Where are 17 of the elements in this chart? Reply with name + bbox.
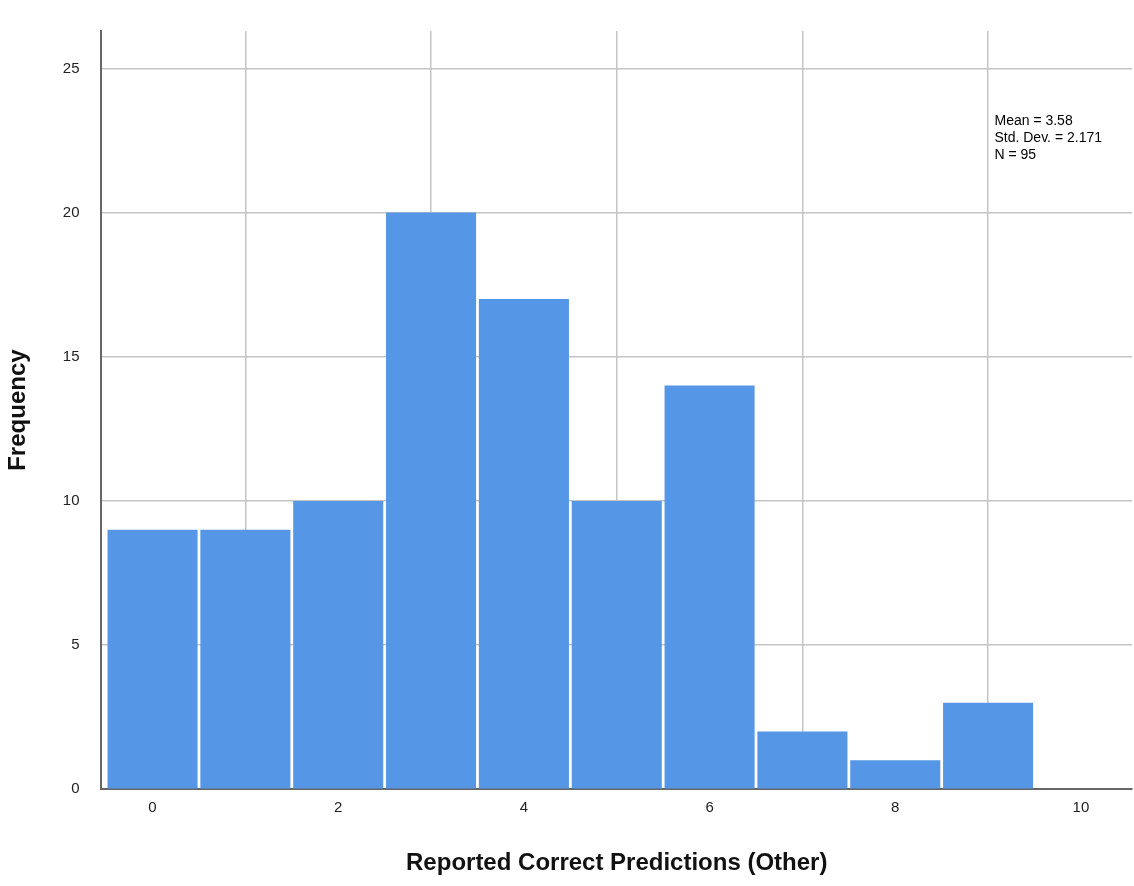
x-tick-label: 4 (519, 798, 529, 816)
y-tick-label: 0 (71, 779, 80, 797)
annotation: N = 95 (994, 145, 1037, 162)
y-axis-title: Frequency (3, 348, 31, 471)
x-tick-label: 8 (891, 798, 900, 816)
y-tick-label: 20 (62, 202, 80, 220)
x-tick-label: 0 (148, 798, 157, 816)
y-tick-label: 10 (62, 491, 80, 509)
x-tick-label: 2 (334, 798, 343, 816)
y-tick-label: 15 (62, 346, 80, 364)
annotation: Mean = 3.58 (994, 111, 1073, 128)
x-tick-label: 10 (1072, 798, 1090, 816)
annotation: Std. Dev. = 2.171 (994, 128, 1103, 145)
x-axis-title: Reported Correct Predictions (Other) (406, 848, 828, 876)
y-tick-label: 5 (71, 635, 80, 653)
x-tick-label: 6 (705, 798, 714, 816)
y-tick-label: 25 (62, 58, 80, 76)
